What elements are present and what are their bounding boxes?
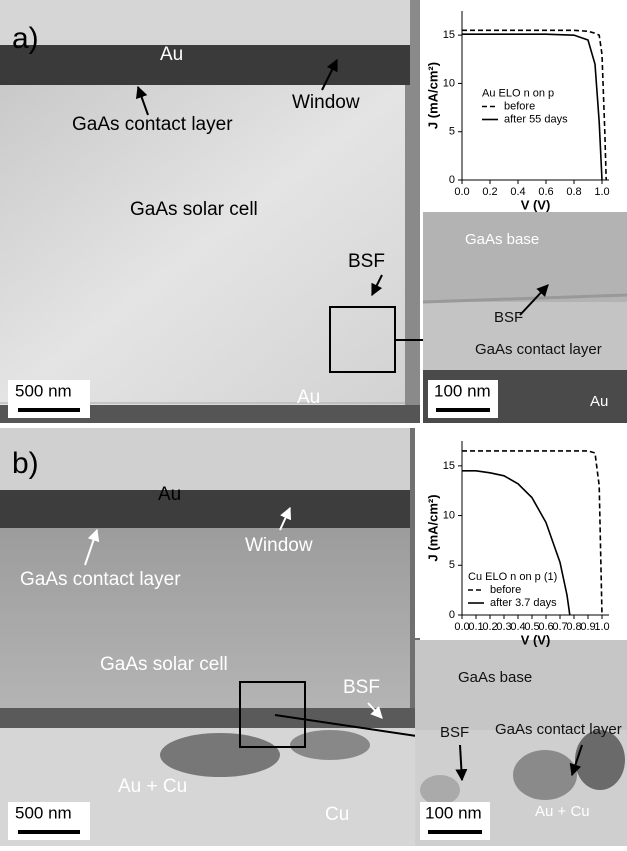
y-tick-label: 5 — [449, 126, 455, 138]
y-tick-label: 10 — [443, 77, 455, 89]
y-tick-label: 0 — [449, 609, 455, 621]
y-axis-label: J (mA/cm²) — [425, 62, 440, 129]
scale-bar-label: 100 nm — [425, 803, 482, 822]
scale-bar-label: 500 nm — [15, 803, 72, 822]
legend-title: Au ELO n on p — [482, 87, 554, 99]
zoom-label: GaAs contact layer — [495, 721, 622, 738]
image-label: GaAs solar cell — [130, 199, 258, 220]
zoom-label: GaAs contact layer — [475, 341, 602, 358]
image-label: GaAs contact layer — [20, 569, 181, 590]
y-tick-label: 10 — [443, 509, 455, 521]
y-tick-label: 0 — [449, 174, 455, 186]
x-axis-label: V (V) — [521, 197, 551, 212]
scale-bar-label: 500 nm — [15, 381, 72, 400]
y-tick-label: 15 — [443, 29, 455, 41]
x-tick-label: 0.6 — [538, 621, 553, 633]
panel-letter: a) — [12, 22, 39, 55]
x-tick-label: 0.9 — [580, 621, 595, 633]
zoom-image-b: GaAs base BSF GaAs contact layer Au + Cu… — [415, 640, 627, 846]
x-tick-label: 0.4 — [510, 621, 525, 633]
image-label: Cu — [325, 804, 349, 825]
y-tick-label: 15 — [443, 460, 455, 472]
x-tick-label: 0.5 — [524, 621, 539, 633]
x-tick-label: 1.0 — [594, 186, 609, 198]
image-label: Au — [158, 484, 181, 505]
image-label: GaAs contact layer — [72, 114, 233, 135]
image-label: BSF — [343, 677, 380, 698]
x-tick-label: 0.3 — [496, 621, 511, 633]
x-tick-label: 0.6 — [538, 186, 553, 198]
x-tick-label: 0.2 — [482, 621, 497, 633]
tem-image-b: b) Au GaAs contact layer Window GaAs sol… — [0, 428, 430, 846]
image-label: Au — [160, 44, 183, 65]
legend-label: after 3.7 days — [490, 597, 557, 609]
x-tick-label: 0.8 — [566, 621, 581, 633]
zoom-label: Au — [590, 393, 608, 410]
x-tick-label: 0.2 — [482, 186, 497, 198]
y-tick-label: 5 — [449, 559, 455, 571]
figure: a) Au GaAs contact layer Window GaAs sol… — [0, 0, 627, 846]
image-label: GaAs solar cell — [100, 654, 228, 675]
zoom-label: Au + Cu — [535, 803, 590, 820]
image-label: Au — [297, 387, 320, 408]
y-axis-label: J (mA/cm²) — [425, 494, 440, 561]
zoom-label: GaAs base — [465, 231, 539, 248]
image-label: Au + Cu — [118, 776, 187, 797]
x-tick-label: 0.4 — [510, 186, 525, 198]
x-tick-label: 1.0 — [594, 621, 609, 633]
x-tick-label: 0.0 — [454, 186, 469, 198]
legend-label: before — [490, 584, 521, 596]
x-tick-label: 0.7 — [552, 621, 567, 633]
legend-label: after 55 days — [504, 113, 568, 125]
zoom-label: BSF — [440, 724, 469, 741]
x-tick-label: 0.1 — [468, 621, 483, 633]
image-label: Window — [245, 535, 313, 556]
legend-label: before — [504, 100, 535, 112]
panel-letter: b) — [12, 447, 39, 480]
zoom-image-a: GaAs base BSF GaAs contact layer Au 100 … — [423, 212, 627, 423]
zoom-label: GaAs base — [458, 669, 532, 686]
image-label: Window — [292, 92, 360, 113]
x-tick-label: 0.8 — [566, 186, 581, 198]
legend-title: Cu ELO n on p (1) — [468, 571, 557, 583]
scale-bar-label: 100 nm — [434, 381, 491, 400]
x-axis-label: V (V) — [521, 632, 551, 647]
page: a) Au GaAs contact layer Window GaAs sol… — [0, 0, 627, 846]
zoom-label: BSF — [494, 309, 523, 326]
x-tick-label: 0.0 — [454, 621, 469, 633]
image-label: BSF — [348, 251, 385, 272]
